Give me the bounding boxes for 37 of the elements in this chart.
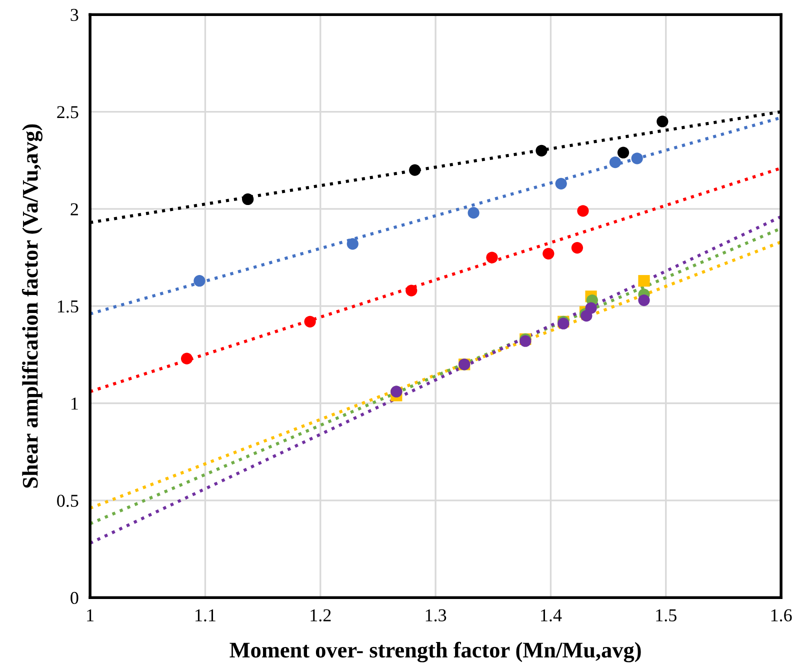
point — [346, 238, 358, 250]
y-tick-label: 1 — [72, 398, 78, 410]
y-tick-label: 2 — [70, 203, 78, 216]
y-axis-title: Shear amplification factor (Va/Vu,avg) — [22, 124, 42, 488]
y-tick-label: 3 — [70, 8, 78, 22]
point — [617, 146, 630, 158]
x-tick-label: 1.4 — [541, 609, 562, 622]
point — [536, 144, 548, 156]
point — [242, 193, 254, 206]
point — [406, 284, 418, 296]
x-tick-label: 1 — [87, 609, 94, 622]
point — [609, 156, 622, 168]
point — [585, 302, 597, 314]
x-axis-title: Moment over- strength factor (Mn/Mu,avg) — [230, 642, 641, 662]
point — [542, 248, 554, 260]
point — [638, 294, 650, 306]
y-tick-label: 0.5 — [57, 494, 78, 507]
point — [180, 352, 193, 364]
point — [555, 178, 567, 190]
point — [194, 275, 206, 287]
x-tick-label: 1.1 — [196, 609, 216, 622]
point — [656, 116, 668, 128]
point — [304, 316, 316, 328]
point — [486, 252, 498, 264]
x-tick-label: 1.6 — [771, 609, 792, 622]
x-tick-label: 1.2 — [310, 609, 331, 622]
point — [577, 205, 589, 217]
point — [631, 152, 643, 164]
point — [571, 242, 584, 254]
x-tick-label: 1.3 — [426, 609, 446, 622]
y-tick-label: 1.5 — [58, 300, 78, 313]
point — [409, 164, 421, 176]
y-tick-label: 2.5 — [57, 106, 78, 118]
x-tick-label: 1.5 — [656, 609, 676, 622]
point — [638, 275, 650, 287]
point — [468, 207, 480, 219]
y-tick-label: 0 — [70, 592, 78, 604]
